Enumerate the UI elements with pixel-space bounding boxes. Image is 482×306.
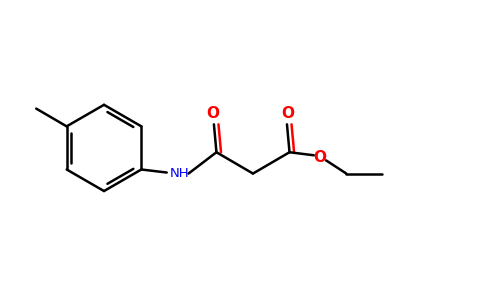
- Text: O: O: [281, 106, 295, 121]
- Text: O: O: [313, 150, 326, 165]
- Text: NH: NH: [169, 167, 189, 180]
- Text: O: O: [206, 106, 219, 121]
